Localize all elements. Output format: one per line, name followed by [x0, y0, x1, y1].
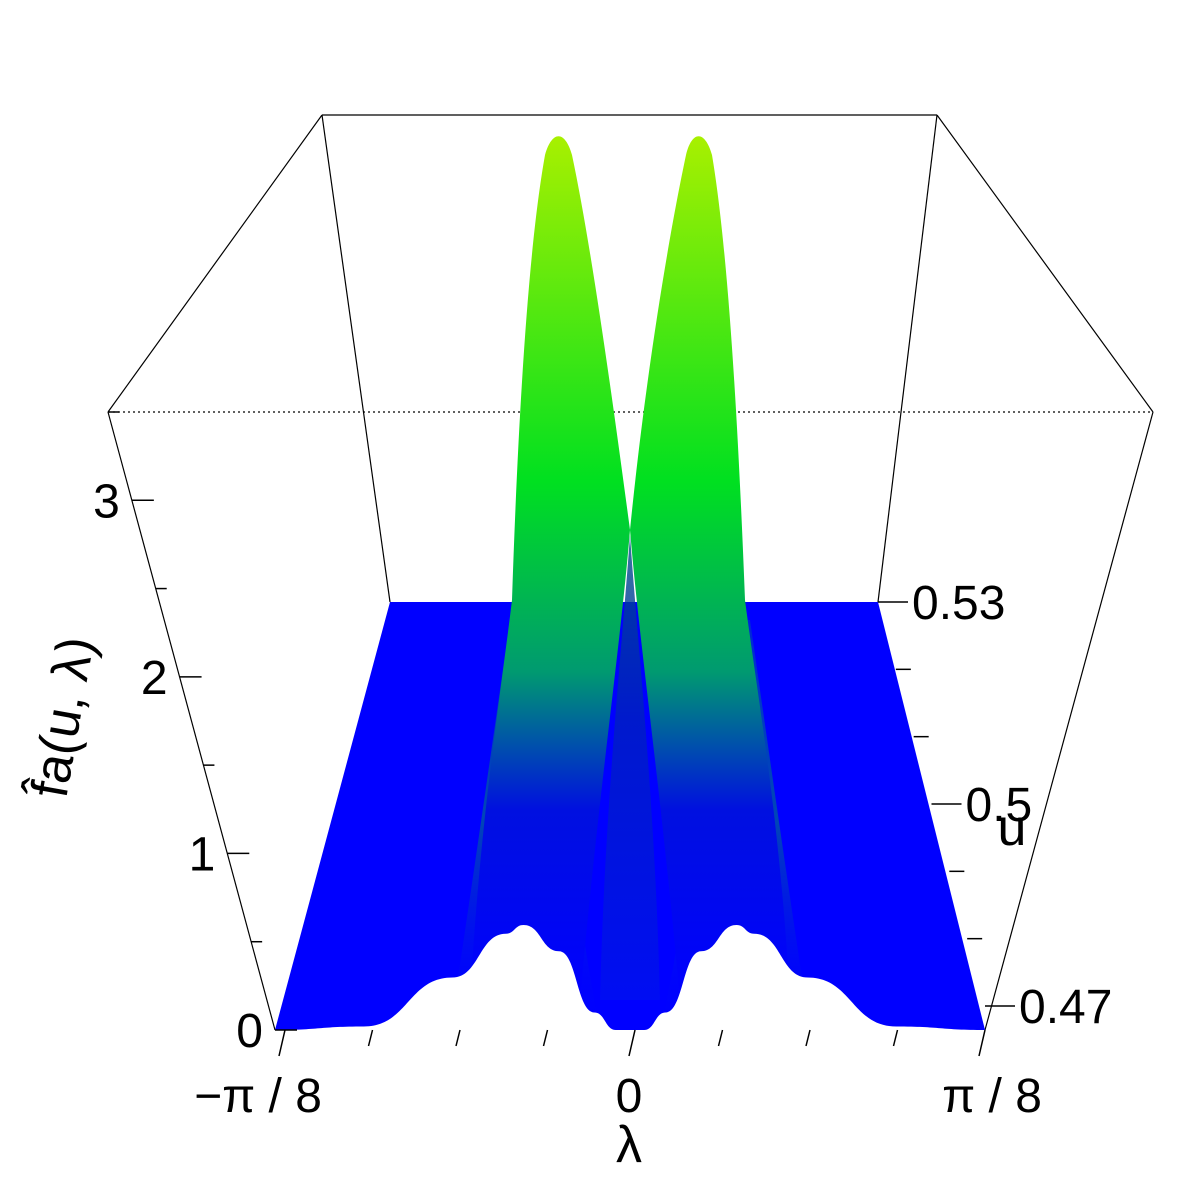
u-tick-label: 0.5	[966, 779, 1033, 832]
peak-right	[630, 136, 790, 1000]
z-tick-label: 0	[236, 1005, 263, 1058]
surface-front-profile	[275, 925, 985, 1032]
lambda-tick-label: −π / 8	[194, 1070, 322, 1123]
box-frame	[107, 114, 1154, 1031]
frame-left-top	[107, 114, 323, 413]
lambda-tick-label: 0	[616, 1070, 643, 1123]
frame-left-vertical	[107, 411, 276, 1031]
lambda-tick-mark	[278, 1029, 286, 1057]
frame-right-vertical	[984, 411, 1154, 1031]
z-tick-label: 1	[189, 828, 216, 881]
lambda-tick-mark	[978, 1029, 986, 1057]
z-axis-title: f̂a(u, λ)	[19, 632, 106, 804]
frame-right-top	[936, 114, 1154, 413]
x-axis-title: λ	[616, 1116, 642, 1174]
lambda-tick-mark	[892, 1029, 899, 1047]
u-axis-title: u	[998, 799, 1027, 857]
u-axis: 0.47 0.5 0.53	[878, 577, 1112, 1034]
lambda-tick-mark	[628, 1029, 636, 1057]
frame-back-right-vertical	[877, 114, 938, 603]
frame-back-left-vertical	[321, 114, 391, 603]
u-tick-label: 0.47	[1019, 981, 1112, 1034]
lambda-tick-mark	[367, 1029, 374, 1047]
z-tick-label: 3	[93, 475, 120, 528]
lambda-tick-mark	[455, 1029, 461, 1047]
lambda-tick-mark	[717, 1029, 724, 1047]
center-valley	[600, 535, 660, 1000]
z-tick-label: 2	[141, 652, 168, 705]
peak-left	[470, 136, 630, 1000]
lambda-tick-mark	[805, 1029, 811, 1047]
u-tick-label: 0.53	[912, 577, 1005, 630]
lambda-axis: −π / 8 0 π / 8	[194, 1029, 1042, 1123]
surface-plot	[275, 136, 985, 1032]
z-axis: 0 1 2 3	[93, 411, 297, 1058]
lambda-tick-label: π / 8	[942, 1070, 1042, 1123]
lambda-tick-mark	[542, 1029, 549, 1047]
